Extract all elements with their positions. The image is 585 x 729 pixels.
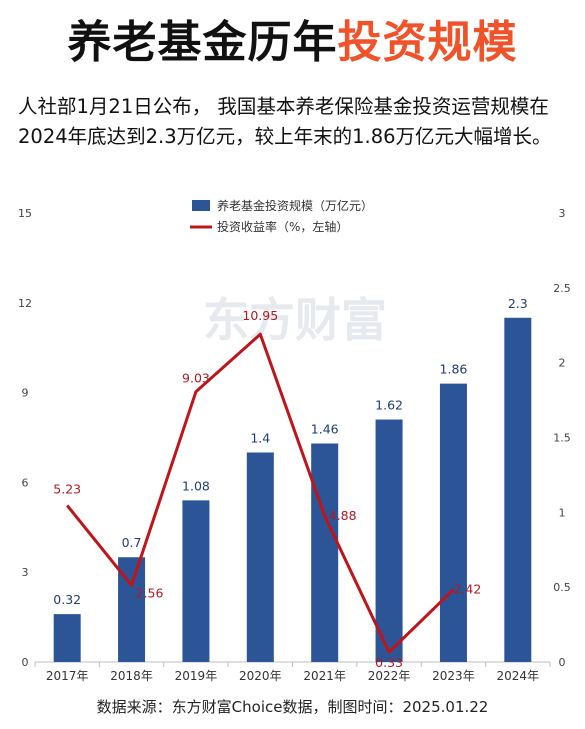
line-data-label: 0.33 bbox=[375, 655, 403, 670]
x-axis-tick: 2018年 bbox=[110, 669, 153, 683]
line-data-label: 10.95 bbox=[242, 308, 278, 323]
x-axis-tick: 2021年 bbox=[303, 669, 346, 683]
x-axis-tick: 2023年 bbox=[432, 669, 475, 683]
source-note: 数据来源：东方财富Choice数据，制图时间：2025.01.22 bbox=[96, 698, 489, 716]
page-title: 养老基金历年投资规模 bbox=[0, 6, 585, 70]
line-data-label: 4.88 bbox=[329, 508, 357, 523]
line-series bbox=[66, 332, 455, 654]
right-axis-tick: 2.5 bbox=[553, 282, 571, 295]
right-axis-tick: 0 bbox=[559, 656, 566, 669]
x-axis-tick: 2019年 bbox=[175, 669, 218, 683]
right-axis-tick: 3 bbox=[559, 207, 566, 220]
line-data-label: 9.03 bbox=[182, 371, 210, 386]
x-axis-tick: 2017年 bbox=[46, 669, 89, 683]
left-axis-tick: 12 bbox=[18, 297, 32, 310]
legend-bar-swatch bbox=[192, 200, 210, 211]
x-axis-tick: 2022年 bbox=[368, 669, 411, 683]
watermark-text: 东方财富 bbox=[203, 293, 387, 347]
x-axis-tick: 2024年 bbox=[497, 669, 540, 683]
bar-data-label: 1.08 bbox=[182, 478, 210, 493]
bar-data-label: 0.7 bbox=[122, 535, 142, 550]
bar bbox=[182, 500, 210, 662]
bar-data-label: 1.46 bbox=[311, 421, 339, 436]
combo-chart: 东方财富 0 3 6 9 12 15 0 0.5 1 1.5 2 2.5 3 2017年 2018年 2019年… bbox=[18, 198, 571, 683]
bar-data-label: 1.86 bbox=[440, 362, 468, 377]
legend-bar-label: 养老基金投资规模（万亿元） bbox=[217, 198, 373, 213]
bar bbox=[311, 443, 339, 662]
bar-data-label: 0.32 bbox=[53, 592, 81, 607]
left-axis-tick: 0 bbox=[22, 656, 29, 669]
bar bbox=[504, 317, 532, 662]
bar bbox=[439, 383, 467, 662]
bar-data-label: 1.4 bbox=[250, 430, 270, 445]
legend-line-label: 投资收益率（%，左轴） bbox=[217, 219, 348, 234]
left-axis-tick: 6 bbox=[22, 476, 29, 489]
bar-data-label: 2.3 bbox=[508, 296, 528, 311]
bar bbox=[375, 419, 403, 662]
left-axis-tick: 9 bbox=[22, 387, 29, 400]
line-data-label: 5.23 bbox=[53, 481, 81, 496]
title-accent: 投资规模 bbox=[337, 17, 518, 68]
left-axis-tick: 15 bbox=[18, 207, 32, 220]
left-axis-tick: 3 bbox=[22, 566, 29, 579]
bar bbox=[53, 614, 81, 662]
bar-data-label: 1.62 bbox=[375, 398, 403, 413]
title-main: 养老基金历年 bbox=[67, 17, 338, 68]
right-axis-tick: 0.5 bbox=[553, 581, 571, 594]
right-axis-tick: 2 bbox=[559, 357, 566, 370]
line-data-label: 2.56 bbox=[136, 585, 164, 600]
right-axis-tick: 1.5 bbox=[553, 432, 571, 445]
line-data-label: 2.42 bbox=[453, 582, 481, 597]
page-subtitle: 人社部1月21日公布， 我国基本养老保险基金投资运营规模在2024年底达到2.3… bbox=[18, 95, 552, 148]
x-axis-tick: 2020年 bbox=[239, 669, 282, 683]
right-axis-tick: 1 bbox=[559, 506, 566, 519]
bar bbox=[246, 452, 274, 662]
